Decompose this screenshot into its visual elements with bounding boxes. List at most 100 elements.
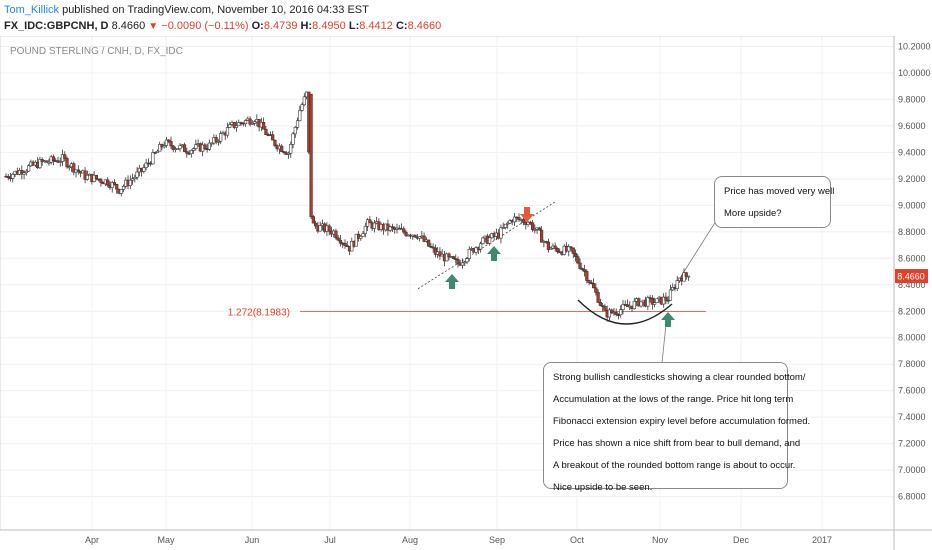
candle-body [474,247,478,253]
price-tick-label: 9.4000 [898,147,926,157]
candle-body [63,154,67,159]
candle-body [530,222,535,230]
candle-body [576,256,580,264]
candle-body [388,226,392,231]
candle-body [112,182,117,185]
candle-body [506,222,510,225]
author-link[interactable]: Tom_Killick [4,4,60,16]
candle-body [271,134,275,141]
candle-body [591,283,596,289]
candle-body [106,179,110,186]
candle-body [11,174,15,179]
candle-body [121,186,126,190]
price-tick-label: 7.0000 [898,465,926,475]
candle-body [99,179,103,183]
candle-body [232,122,236,128]
candle-body [433,247,438,255]
candle-body [601,305,605,307]
note-line: More upside? [724,208,782,219]
candle-body [311,216,315,224]
candle-body [286,152,291,155]
candle-body [142,167,146,172]
candle-body [646,297,650,307]
candle-body [248,118,252,125]
candle-body [94,174,98,180]
candle-body [253,121,257,124]
candle-body [368,219,372,224]
candle-body [207,142,212,150]
candle-body [280,145,284,152]
time-axis: Apr May Jun Jul Aug Sep Oct Nov Dec 2017 [85,535,832,545]
candle-body [499,227,503,239]
candle-body [243,120,248,125]
candle-body [587,280,591,283]
fib-level-label: 1.272(8.1983) [228,307,290,318]
price-tick-label: 9.0000 [898,200,926,210]
candle-body [639,301,643,307]
candle-body [158,144,162,152]
high-label: H: [300,20,313,32]
candle-body [521,219,526,223]
candle-body [110,182,114,188]
candles [4,91,691,322]
publish-info: published on TradingView.com, November 1… [59,4,369,16]
price-tick-label: 8.4000 [898,280,926,290]
candle-body [237,122,241,127]
candle-body [664,296,668,301]
symbol-label: FX_IDC:GBPCNH, D [4,20,109,32]
candle-body [555,248,560,253]
candle-body [203,144,207,149]
candle-body [295,120,300,128]
candle-body [517,217,521,220]
note-line: Price has moved very well [724,186,835,197]
candle-body [596,292,600,303]
candle-body [182,144,187,152]
price-tick-label: 9.6000 [898,121,926,131]
last-price-tag [895,269,928,284]
high-value: 8.4950 [312,20,346,32]
candle-body [467,248,471,259]
arrow-down-icon [520,207,534,222]
candle-body [85,174,89,180]
time-tick-label: Jun [245,535,260,545]
candle-body [546,241,550,250]
candle-body [621,304,625,310]
symbol-line: FX_IDC:GBPCNH, D 8.4660 ▼ −0.0090 (−0.11… [4,20,441,32]
candle-body [431,246,435,249]
candle-body [445,253,449,262]
candle-body [503,223,508,228]
candle-body [6,176,10,179]
candle-body [115,183,119,190]
time-tick-label: May [157,535,175,545]
price-tick-label: 6.8000 [898,492,926,502]
price-tick-label: 8.8000 [898,227,926,237]
candle-body [185,151,189,154]
candle-body [119,189,123,194]
candle-body [422,235,426,242]
candle-body [614,312,618,315]
candle-body [463,261,467,264]
candle-body [512,216,517,223]
candle-body [38,159,42,169]
candle-body [176,148,180,150]
candle-body [291,133,295,145]
time-tick-label: Dec [733,535,750,545]
price-chart[interactable]: POUND STERLING / CNH, D, FX_IDC 10.20001… [0,36,932,550]
candle-body [447,253,451,258]
price-tick-label: 9.2000 [898,174,926,184]
note-price-moved: Price has moved very well More upside? [714,176,835,228]
price-tick-label: 10.0000 [898,68,931,78]
close-label: C: [395,20,408,32]
time-tick-label: Apr [85,535,99,545]
candle-body [72,163,76,173]
candle-body [67,166,71,169]
candle-body [262,122,266,130]
candle-body [456,259,460,265]
low-value: 8.4412 [359,20,393,32]
note-line: A breakout of the rounded bottom range i… [553,460,796,471]
drawings: 1.272(8.1983) [228,201,724,364]
candle-body [354,233,358,247]
candle-body [334,230,338,239]
candle-body [580,268,584,270]
note-line: Accumulation at the lows of the range. P… [553,394,794,405]
